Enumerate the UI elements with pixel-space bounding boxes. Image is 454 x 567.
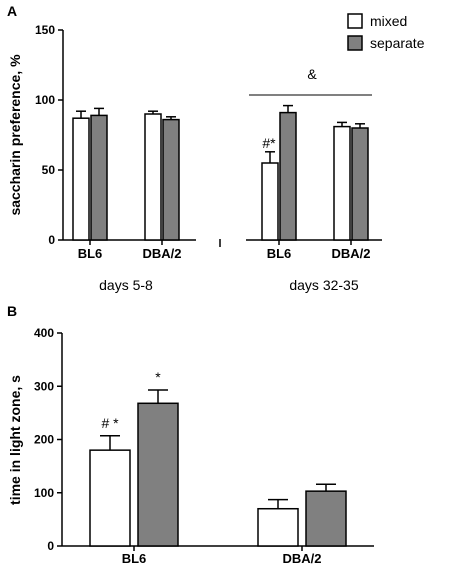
bar [257,507,299,547]
bar [162,118,180,241]
bar [144,113,162,241]
significance-marker: & [307,66,317,82]
legend-swatch [347,35,363,51]
y-tick-label: 0 [47,539,54,553]
y-tick-label: 100 [35,93,55,107]
y-tick-label: 50 [42,163,56,177]
y-axis-label: time in light zone, s [7,375,23,505]
bar [137,402,179,547]
x-category-label: BL6 [267,246,292,261]
bar [261,162,279,241]
x-category-label: DBA/2 [331,246,370,261]
group-label: days 32-35 [289,277,358,293]
panel-a-chart: A 0 50 100 150 saccharin preference, % BL6 DBA/… [7,3,425,293]
y-tick-label: 400 [34,326,54,340]
x-category-label: DBA/2 [282,551,321,566]
bar [305,490,347,547]
legend-label: separate [370,35,425,51]
significance-marker: # * [101,415,119,431]
significance-marker: * [155,369,161,385]
x-category-label: BL6 [78,246,103,261]
y-tick-label: 150 [35,23,55,37]
y-tick-label: 300 [34,379,54,393]
panel-b-chart: B 0 100 200 300 400 time in light zone, s BL6 DB… [7,303,374,566]
panel-letter: A [7,3,17,19]
group-label: days 5-8 [99,277,153,293]
y-axis-label: saccharin preference, % [7,54,23,216]
y-tick-label: 200 [34,433,54,447]
bar [72,117,90,241]
bar [89,449,131,547]
bar [279,111,297,241]
bar [90,114,108,241]
y-tick-label: 0 [48,233,55,247]
x-category-label: DBA/2 [142,246,181,261]
y-tick-label: 100 [34,486,54,500]
bar [333,125,351,241]
x-category-label: BL6 [122,551,147,566]
panel-letter: B [7,303,17,319]
legend-swatch [347,13,363,29]
bar [351,127,369,241]
legend-label: mixed [370,13,407,29]
significance-marker: #* [262,135,276,151]
